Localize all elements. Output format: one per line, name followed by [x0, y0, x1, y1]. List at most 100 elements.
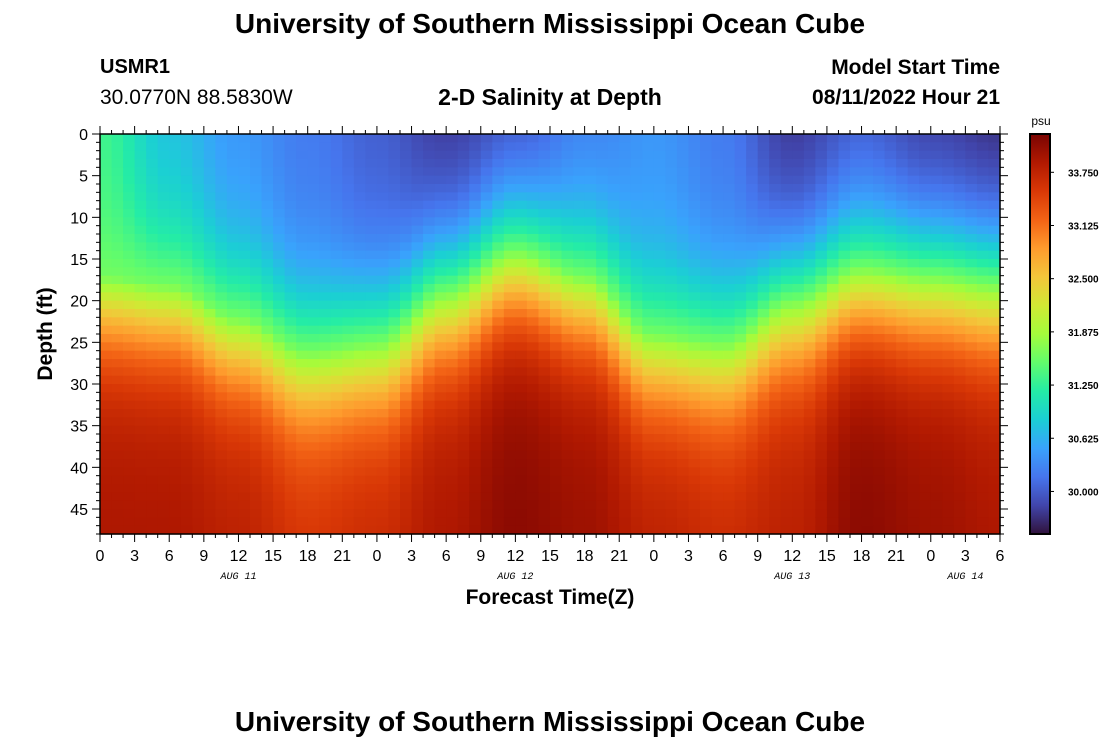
heatmap-cell: [757, 134, 770, 143]
heatmap-cell: [700, 334, 713, 343]
heatmap-cell: [723, 450, 736, 460]
heatmap-cell: [330, 467, 343, 477]
heatmap-cell: [873, 509, 886, 518]
heatmap-cell: [873, 150, 886, 160]
heatmap-cell: [873, 234, 886, 243]
heatmap-cell: [746, 359, 759, 368]
heatmap-cell: [515, 475, 528, 485]
heatmap-cell: [111, 309, 124, 318]
heatmap-cell: [550, 500, 563, 510]
heatmap-cell: [769, 467, 782, 477]
heatmap-cell: [711, 384, 724, 393]
heatmap-cell: [157, 300, 170, 310]
heatmap-cell: [250, 525, 263, 535]
heatmap-cell: [411, 134, 424, 143]
heatmap-cell: [642, 509, 655, 518]
heatmap-cell: [769, 309, 782, 318]
heatmap-cell: [261, 509, 274, 518]
heatmap-cell: [423, 259, 436, 268]
heatmap-cell: [965, 259, 978, 268]
heatmap-cell: [526, 384, 540, 393]
heatmap-cell: [434, 525, 447, 535]
heatmap-cell: [526, 150, 540, 160]
heatmap-cell: [792, 350, 805, 360]
heatmap-cell: [261, 417, 274, 427]
heatmap-cell: [203, 525, 216, 535]
heatmap-cell: [157, 442, 170, 452]
heatmap-cell: [192, 242, 205, 252]
heatmap-cell: [826, 517, 840, 527]
heatmap-cell: [711, 267, 724, 277]
heatmap-cell: [526, 234, 540, 243]
heatmap-cell: [792, 525, 805, 535]
heatmap-cell: [123, 434, 136, 443]
heatmap-cell: [400, 209, 413, 218]
heatmap-cell: [711, 134, 724, 143]
heatmap-cell: [157, 267, 170, 277]
heatmap-cell: [676, 159, 690, 168]
heatmap-cell: [700, 367, 713, 377]
heatmap-cell: [365, 334, 378, 343]
heatmap-cell: [376, 284, 390, 293]
heatmap-cell: [503, 400, 516, 410]
heatmap-cell: [953, 192, 966, 202]
heatmap-cell: [169, 509, 182, 518]
heatmap-cell: [757, 525, 770, 535]
heatmap-cell: [250, 292, 263, 302]
heatmap-cell: [423, 375, 436, 385]
heatmap-cell: [896, 234, 909, 243]
heatmap-cell: [192, 209, 205, 218]
heatmap-cell: [815, 200, 828, 210]
heatmap-cell: [596, 134, 609, 143]
heatmap-cell: [250, 450, 263, 460]
heatmap-cell: [850, 225, 863, 235]
heatmap-cell: [665, 184, 678, 193]
heatmap-cell: [411, 175, 424, 185]
heatmap-cell: [573, 400, 586, 410]
heatmap-cell: [123, 234, 136, 243]
heatmap-cell: [642, 367, 655, 377]
heatmap-cell: [134, 459, 147, 468]
heatmap-cell: [376, 350, 390, 360]
heatmap-cell: [769, 459, 782, 468]
heatmap-cell: [330, 134, 343, 143]
heatmap-cell: [619, 517, 632, 527]
heatmap-cell: [134, 400, 147, 410]
heatmap-cell: [919, 484, 932, 493]
heatmap-cell: [873, 300, 886, 310]
heatmap-cell: [850, 300, 863, 310]
heatmap-cell: [792, 200, 805, 210]
heatmap-cell: [330, 425, 343, 435]
heatmap-cell: [423, 459, 436, 468]
heatmap-cell: [250, 425, 263, 435]
heatmap-cell: [192, 417, 205, 427]
heatmap-cell: [261, 167, 274, 177]
heatmap-cell: [457, 159, 470, 168]
heatmap-cell: [376, 517, 390, 527]
heatmap-cell: [538, 225, 551, 235]
heatmap-cell: [988, 159, 1001, 168]
heatmap-cell: [815, 459, 828, 468]
heatmap-cell: [273, 459, 286, 468]
heatmap-cell: [123, 284, 136, 293]
heatmap-cell: [215, 217, 228, 227]
heatmap-cell: [803, 525, 816, 535]
heatmap-cell: [976, 234, 990, 243]
heatmap-cell: [907, 200, 920, 210]
heatmap-cell: [538, 317, 551, 327]
heatmap-cell: [665, 242, 678, 252]
heatmap-cell: [307, 267, 320, 277]
heatmap-cell: [942, 267, 955, 277]
heatmap-cell: [734, 275, 747, 285]
heatmap-cell: [480, 434, 493, 443]
heatmap-cell: [676, 325, 690, 335]
heatmap-cell: [353, 184, 366, 193]
heatmap-cell: [446, 325, 459, 335]
heatmap-cell: [734, 192, 747, 202]
heatmap-cell: [238, 450, 251, 460]
heatmap-cell: [619, 317, 632, 327]
heatmap-cell: [503, 417, 516, 427]
heatmap-cell: [411, 200, 424, 210]
date-label: AUG 13: [773, 572, 810, 583]
heatmap-cell: [250, 142, 263, 152]
